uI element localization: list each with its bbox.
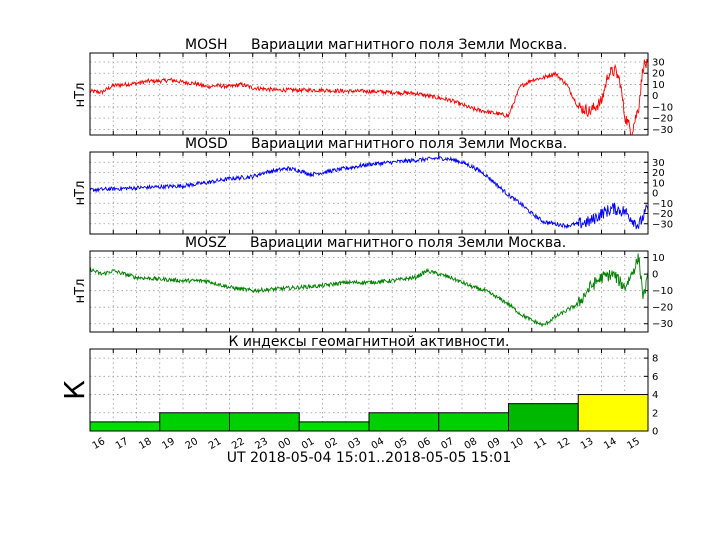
y-tick-label: −10	[652, 286, 673, 297]
y-axis-label-mosd: нТл	[73, 181, 88, 206]
panel-k-index: К индексы геомагнитной активности. К UT …	[58, 334, 658, 466]
x-tick-label: 11	[532, 436, 549, 452]
series-line-mosd	[90, 155, 648, 230]
y-tick-label: 10	[652, 253, 665, 264]
y-tick-label: −20	[652, 209, 673, 220]
y-tick-label: 0	[652, 427, 658, 438]
panel-title-mosd: Вариации магнитного поля Земли Москва.	[251, 136, 567, 152]
x-tick-label: 12	[556, 436, 573, 452]
y-tick-label: 2	[652, 408, 658, 419]
y-axis-label-mosh: нТл	[73, 83, 88, 108]
k-index-bar	[89, 421, 161, 432]
x-tick-label: 19	[160, 436, 177, 452]
k-index-bar	[298, 421, 370, 432]
k-index-bar	[159, 412, 230, 432]
y-tick-label: 8	[652, 354, 658, 365]
panel-mosd: MOSD Вариации магнитного поля Земли Моск…	[73, 136, 673, 235]
y-tick-label: 30	[652, 158, 665, 169]
series-line-mosh	[90, 58, 648, 135]
series-line-mosz	[90, 253, 648, 327]
x-axis-label: UT 2018-05-04 15:01..2018-05-05 15:01	[227, 450, 511, 466]
k-index-bar	[229, 412, 300, 432]
x-tick-label: 15	[625, 436, 642, 452]
y-tick-label: 10	[652, 178, 665, 189]
x-tick-label: 20	[184, 436, 201, 452]
panel-station-mosh: MOSH	[185, 37, 228, 53]
y-tick-label: −30	[652, 125, 673, 136]
y-tick-label: −10	[652, 102, 673, 113]
x-tick-label: 18	[137, 436, 154, 452]
x-tick-label: 16	[91, 436, 108, 452]
y-tick-label: 20	[652, 168, 665, 179]
y-tick-label: −20	[652, 303, 673, 314]
y-tick-label: −30	[652, 319, 673, 330]
y-tick-label: −10	[652, 199, 673, 210]
y-tick-label: 20	[652, 69, 665, 80]
panel-mosh: MOSH Вариации магнитного поля Земли Моск…	[73, 37, 673, 136]
y-tick-label: −20	[652, 114, 673, 125]
y-tick-label: 4	[652, 390, 658, 401]
panel-station-mosd: MOSD	[185, 136, 228, 152]
panel-title-mosz: Вариации магнитного поля Земли Москва.	[250, 235, 566, 251]
y-tick-label: 30	[652, 57, 665, 68]
y-tick-label: −30	[652, 219, 673, 230]
x-tick-label: 13	[579, 436, 596, 452]
k-index-bar	[577, 394, 649, 432]
panel-title-k-index: К индексы геомагнитной активности.	[229, 334, 510, 350]
panel-station-mosz: MOSZ	[185, 235, 227, 251]
k-index-bar	[508, 403, 579, 432]
x-tick-label: 14	[602, 436, 619, 452]
y-tick-label: 0	[652, 270, 658, 281]
plot-frame	[89, 151, 649, 235]
plot-frame	[89, 348, 649, 432]
y-axis-label-k: К	[58, 380, 91, 400]
y-tick-label: 0	[652, 91, 658, 102]
y-axis-label-mosz: нТл	[73, 279, 88, 304]
y-tick-label: 0	[652, 189, 658, 200]
panel-mosz: MOSZ Вариации магнитного поля Земли Моск…	[73, 235, 673, 333]
k-index-bar	[438, 412, 509, 432]
plot-frame	[89, 52, 649, 136]
plot-frame	[89, 250, 649, 333]
x-tick-label: 21	[207, 436, 224, 452]
y-tick-label: 6	[652, 372, 658, 383]
k-index-bar	[368, 412, 440, 432]
y-tick-label: 10	[652, 80, 665, 91]
x-tick-label: 17	[114, 436, 131, 452]
panel-title-mosh: Вариации магнитного поля Земли Москва.	[251, 37, 567, 53]
x-tick-label: 10	[509, 436, 526, 452]
